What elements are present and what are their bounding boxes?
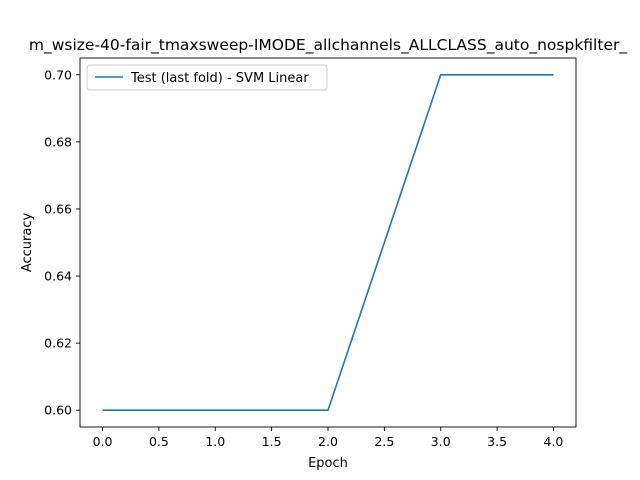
y-axis-label: Accuracy bbox=[20, 213, 35, 273]
y-tick-label: 0.70 bbox=[44, 67, 72, 82]
x-tick-label: 1.5 bbox=[262, 434, 282, 449]
x-tick-label: 0.0 bbox=[93, 434, 113, 449]
x-tick-label: 3.5 bbox=[487, 434, 507, 449]
plot-area-frame bbox=[79, 57, 577, 428]
x-tick-label: 2.0 bbox=[318, 434, 338, 449]
series-layer bbox=[102, 73, 554, 412]
y-tick-label: 0.60 bbox=[44, 403, 72, 418]
y-tick-label: 0.62 bbox=[44, 336, 72, 351]
legend-label: Test (last fold) - SVM Linear bbox=[130, 71, 309, 86]
x-axis-ticks: 0.0 0.5 1.0 1.5 2.0 2.5 3.0 3.5 4.0 bbox=[93, 427, 564, 449]
x-tick-label: 1.0 bbox=[205, 434, 225, 449]
y-tick-label: 0.66 bbox=[44, 201, 72, 216]
x-axis-label: Epoch bbox=[308, 456, 348, 471]
x-tick-label: 0.5 bbox=[149, 434, 169, 449]
series-line-0 bbox=[102, 73, 554, 412]
y-tick-label: 0.68 bbox=[44, 134, 72, 149]
x-tick-label: 3.0 bbox=[431, 434, 451, 449]
legend-box bbox=[86, 64, 328, 91]
x-tick-label: 2.5 bbox=[374, 434, 394, 449]
x-tick-label: 4.0 bbox=[544, 434, 564, 449]
chart-title: m_wsize-40-fair_tmaxsweep-IMODE_allchann… bbox=[29, 36, 627, 55]
legend: Test (last fold) - SVM Linear bbox=[86, 64, 328, 91]
y-tick-label: 0.64 bbox=[44, 269, 72, 284]
plot-area-background bbox=[80, 58, 576, 427]
y-axis-ticks: 0.60 0.62 0.64 0.66 0.68 0.70 bbox=[44, 67, 80, 418]
